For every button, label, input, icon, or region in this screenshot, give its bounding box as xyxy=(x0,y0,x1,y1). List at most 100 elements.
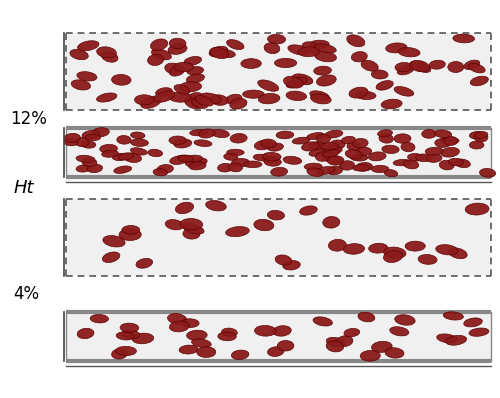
Ellipse shape xyxy=(307,168,324,176)
Ellipse shape xyxy=(470,131,486,139)
Ellipse shape xyxy=(264,158,281,166)
Ellipse shape xyxy=(282,261,300,270)
Ellipse shape xyxy=(195,96,214,106)
Ellipse shape xyxy=(395,62,412,72)
Ellipse shape xyxy=(119,229,142,240)
Ellipse shape xyxy=(185,158,201,168)
Ellipse shape xyxy=(322,150,340,157)
Ellipse shape xyxy=(136,258,152,268)
Ellipse shape xyxy=(244,161,262,168)
Ellipse shape xyxy=(191,158,207,166)
Ellipse shape xyxy=(352,139,368,148)
Ellipse shape xyxy=(186,330,207,340)
Ellipse shape xyxy=(440,160,454,170)
Ellipse shape xyxy=(310,91,330,100)
Ellipse shape xyxy=(169,136,186,144)
Ellipse shape xyxy=(470,141,484,149)
Ellipse shape xyxy=(165,220,184,230)
Ellipse shape xyxy=(324,146,342,154)
Ellipse shape xyxy=(168,314,187,324)
Ellipse shape xyxy=(394,315,415,325)
Ellipse shape xyxy=(384,247,406,258)
Ellipse shape xyxy=(186,66,204,75)
Text: 12%: 12% xyxy=(10,110,47,128)
Ellipse shape xyxy=(78,41,99,51)
Ellipse shape xyxy=(226,40,244,50)
Ellipse shape xyxy=(283,156,302,164)
Ellipse shape xyxy=(154,91,175,102)
Ellipse shape xyxy=(378,130,392,137)
Ellipse shape xyxy=(88,164,102,173)
Ellipse shape xyxy=(313,317,332,326)
Ellipse shape xyxy=(258,94,280,104)
Ellipse shape xyxy=(130,148,148,155)
Ellipse shape xyxy=(349,87,368,98)
Ellipse shape xyxy=(324,154,342,164)
Ellipse shape xyxy=(436,334,458,343)
Ellipse shape xyxy=(408,154,424,161)
Ellipse shape xyxy=(186,74,204,83)
Ellipse shape xyxy=(356,147,372,156)
Ellipse shape xyxy=(358,312,375,322)
Ellipse shape xyxy=(184,57,202,66)
Text: 4%: 4% xyxy=(13,285,40,303)
Ellipse shape xyxy=(384,170,398,177)
Ellipse shape xyxy=(64,133,80,142)
Ellipse shape xyxy=(86,134,100,140)
Ellipse shape xyxy=(314,66,332,75)
Ellipse shape xyxy=(316,152,330,161)
Ellipse shape xyxy=(189,162,206,170)
Ellipse shape xyxy=(232,350,249,359)
Ellipse shape xyxy=(386,43,407,53)
Ellipse shape xyxy=(176,202,194,214)
Ellipse shape xyxy=(183,229,200,239)
Ellipse shape xyxy=(112,153,128,161)
Ellipse shape xyxy=(254,219,274,231)
Ellipse shape xyxy=(134,95,154,105)
Ellipse shape xyxy=(263,156,278,163)
Ellipse shape xyxy=(317,166,335,174)
Ellipse shape xyxy=(262,152,281,161)
Ellipse shape xyxy=(242,90,264,98)
Ellipse shape xyxy=(480,168,496,178)
Ellipse shape xyxy=(258,80,278,91)
Ellipse shape xyxy=(448,248,467,259)
Ellipse shape xyxy=(382,145,399,154)
Ellipse shape xyxy=(401,142,415,152)
Ellipse shape xyxy=(209,46,228,57)
Ellipse shape xyxy=(118,153,134,160)
Ellipse shape xyxy=(226,94,242,104)
Ellipse shape xyxy=(292,74,313,85)
Ellipse shape xyxy=(304,163,322,170)
Ellipse shape xyxy=(274,59,296,68)
Ellipse shape xyxy=(465,203,489,215)
Ellipse shape xyxy=(170,156,188,164)
Ellipse shape xyxy=(122,330,140,339)
Ellipse shape xyxy=(286,77,307,88)
Ellipse shape xyxy=(435,139,451,148)
Ellipse shape xyxy=(372,166,389,173)
Ellipse shape xyxy=(112,74,131,85)
Ellipse shape xyxy=(418,254,437,264)
Ellipse shape xyxy=(156,88,172,96)
Ellipse shape xyxy=(76,155,95,162)
Ellipse shape xyxy=(320,142,338,150)
Ellipse shape xyxy=(77,328,94,339)
Ellipse shape xyxy=(352,52,368,62)
Ellipse shape xyxy=(276,131,294,139)
Ellipse shape xyxy=(192,339,211,347)
Ellipse shape xyxy=(325,130,343,138)
Ellipse shape xyxy=(103,236,125,247)
Ellipse shape xyxy=(222,328,238,337)
Ellipse shape xyxy=(96,93,117,102)
Ellipse shape xyxy=(422,129,436,138)
Ellipse shape xyxy=(453,34,474,43)
Ellipse shape xyxy=(268,211,284,220)
Ellipse shape xyxy=(117,135,131,144)
Ellipse shape xyxy=(352,165,370,171)
Ellipse shape xyxy=(169,38,186,49)
Ellipse shape xyxy=(112,349,128,359)
Ellipse shape xyxy=(264,43,280,54)
Ellipse shape xyxy=(464,318,482,327)
Ellipse shape xyxy=(368,152,386,161)
